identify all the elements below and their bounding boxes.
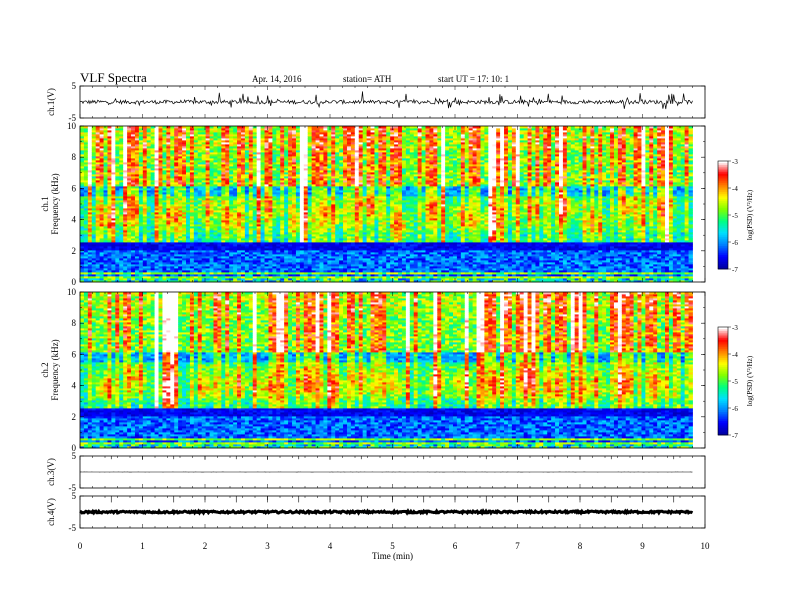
ch1-spectrogram-cells bbox=[80, 126, 693, 282]
figure-date: Apr. 14, 2016 bbox=[252, 74, 302, 84]
ch1-waveform-ylabel: ch.1(V) bbox=[46, 88, 56, 116]
figure-start-time: start UT = 17: 10: 1 bbox=[438, 74, 509, 84]
ch1-waveform-trace bbox=[80, 91, 693, 109]
figure-title: VLF Spectra bbox=[80, 70, 147, 85]
ch1-waveform-panel: 5-5ch.1(V) bbox=[46, 81, 705, 123]
ch1-waveform-ytick-label: 5 bbox=[72, 81, 77, 91]
figure-station: station= ATH bbox=[343, 74, 392, 84]
